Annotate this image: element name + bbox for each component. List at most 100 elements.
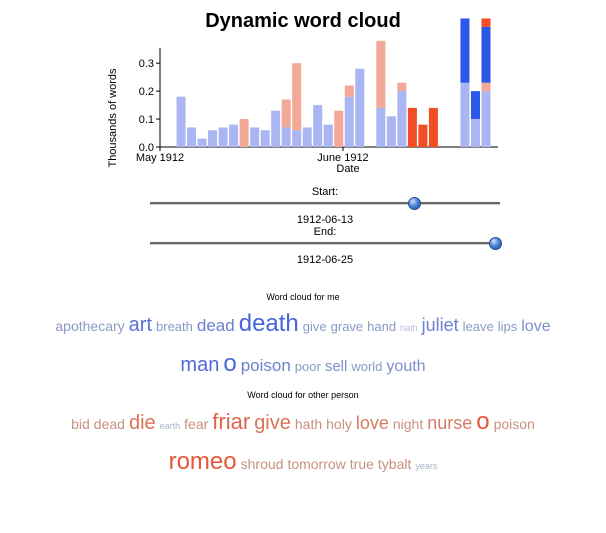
chart-bar: [229, 124, 239, 147]
chart-bar: [407, 107, 417, 147]
cloud-line: apothecary art breath dead death give grave han…: [10, 306, 596, 346]
chart-bar: [344, 96, 354, 147]
cloud-line: man o poison poor sell world youth: [10, 346, 596, 385]
cloud-word[interactable]: o: [476, 408, 490, 435]
cloud-word[interactable]: earth: [159, 421, 181, 431]
chart-bar: [281, 127, 291, 147]
cloud-word[interactable]: hath: [400, 323, 418, 333]
chart-bar: [481, 82, 491, 92]
start-date: 1912-06-13: [296, 214, 354, 226]
y-tick-label: 0.2: [139, 86, 154, 98]
chart-bar: [176, 96, 186, 147]
cloud-word[interactable]: true: [349, 456, 374, 472]
cloud-word[interactable]: apothecary: [55, 318, 125, 334]
chart-bar: [334, 110, 344, 147]
cloud-word[interactable]: years: [415, 461, 438, 471]
cloud-word[interactable]: hath: [294, 416, 323, 432]
cloud-word[interactable]: nurse: [427, 413, 473, 433]
cloud-word[interactable]: world: [351, 359, 383, 374]
chart-bar: [292, 130, 302, 147]
chart-bar: [386, 116, 396, 147]
end-slider-track[interactable]: [150, 237, 502, 250]
chart-bar: [250, 127, 260, 147]
cloud-me-title: Word cloud for me: [266, 292, 340, 302]
chart-bar: [428, 107, 438, 147]
cloud-word[interactable]: youth: [386, 358, 426, 375]
cloud-word[interactable]: death: [238, 310, 299, 337]
cloud-word[interactable]: dead: [93, 416, 125, 432]
y-axis-label: Thousands of words: [107, 68, 119, 168]
cloud-word[interactable]: o: [223, 350, 237, 377]
chart-bar: [323, 124, 333, 147]
cloud-word[interactable]: bid: [71, 416, 90, 432]
cloud-word[interactable]: dead: [196, 316, 235, 335]
word-cloud-me: apothecary art breath dead death give grave han…: [10, 306, 596, 385]
chart-bar: [355, 68, 365, 147]
start-slider-track[interactable]: [150, 197, 500, 210]
cloud-word[interactable]: friar: [212, 409, 251, 434]
chart-bar: [470, 119, 480, 147]
chart-axes: 0.0 0.1 0.2 0.3 May 1912 June 1912: [136, 48, 498, 164]
cloud-word[interactable]: die: [128, 412, 156, 434]
cloud-word[interactable]: give: [302, 319, 327, 334]
cloud-word[interactable]: give: [254, 412, 291, 434]
chart-bar: [271, 110, 281, 147]
cloud-word[interactable]: poison: [240, 356, 291, 375]
start-slider-handle[interactable]: [407, 197, 421, 210]
cloud-word[interactable]: art: [128, 314, 153, 336]
cloud-word[interactable]: night: [392, 416, 424, 432]
word-cloud-other: bid dead die earth fear friar give hath holy love…: [10, 404, 596, 484]
chart-bar: [470, 91, 480, 120]
chart-bar: [397, 91, 407, 147]
y-tick-label: 0.1: [139, 114, 154, 126]
chart-bar: [481, 26, 491, 83]
cloud-word[interactable]: breath: [156, 319, 193, 334]
chart-bar: [187, 127, 197, 147]
chart-bar: [208, 130, 218, 147]
end-slider-handle[interactable]: [489, 237, 502, 250]
chart-bar: [313, 105, 323, 147]
chart-bar: [376, 107, 386, 147]
chart-bar: [292, 63, 302, 131]
x-axis-label: Date: [336, 163, 359, 175]
cloud-word[interactable]: juliet: [421, 315, 459, 335]
cloud-word[interactable]: love: [521, 318, 551, 335]
cloud-word[interactable]: romeo: [168, 448, 237, 475]
cloud-word[interactable]: fear: [184, 416, 209, 432]
cloud-word[interactable]: grave: [330, 319, 364, 334]
end-slider: End: 1912-06-25: [140, 226, 510, 266]
cloud-word[interactable]: shroud: [240, 456, 284, 472]
chart-bar: [281, 99, 291, 128]
bar-chart: 0.0 0.1 0.2 0.3 May 1912 June 1912 Thousands …: [107, 18, 498, 175]
cloud-word[interactable]: hand: [367, 319, 397, 334]
start-label: Start:: [311, 186, 339, 198]
x-tick-label: June 1912: [317, 152, 368, 164]
chart-bar: [344, 85, 354, 97]
cloud-word[interactable]: sell: [324, 358, 348, 375]
y-tick-label: 0.0: [139, 142, 154, 154]
chart-bar: [260, 130, 270, 147]
chart-bars: [176, 18, 491, 147]
start-slider: Start: 1912-06-13: [140, 186, 510, 226]
end-label: End:: [313, 226, 337, 238]
chart-bar: [197, 138, 207, 147]
cloud-word[interactable]: love: [355, 413, 389, 433]
chart-bar: [397, 82, 407, 92]
end-date: 1912-06-25: [296, 254, 354, 266]
chart-bar: [481, 18, 491, 27]
chart-bar: [376, 40, 386, 108]
y-tick-label: 0.3: [139, 58, 154, 70]
chart-bar: [218, 127, 228, 147]
cloud-line: romeo shroud tomorrow true tybalt years: [10, 444, 596, 484]
cloud-word[interactable]: tybalt: [377, 456, 412, 472]
cloud-word[interactable]: holy: [326, 416, 352, 432]
cloud-word[interactable]: poor: [294, 359, 321, 374]
chart-bar: [481, 91, 491, 147]
cloud-word[interactable]: tomorrow: [287, 456, 346, 472]
cloud-word[interactable]: leave: [462, 319, 494, 334]
cloud-word[interactable]: man: [180, 354, 220, 376]
cloud-word[interactable]: poison: [493, 416, 535, 432]
cloud-word[interactable]: lips: [497, 319, 518, 334]
page-title: Dynamic word cloud: [205, 10, 401, 32]
cloud-line: bid dead die earth fear friar give hath holy love…: [10, 404, 596, 444]
